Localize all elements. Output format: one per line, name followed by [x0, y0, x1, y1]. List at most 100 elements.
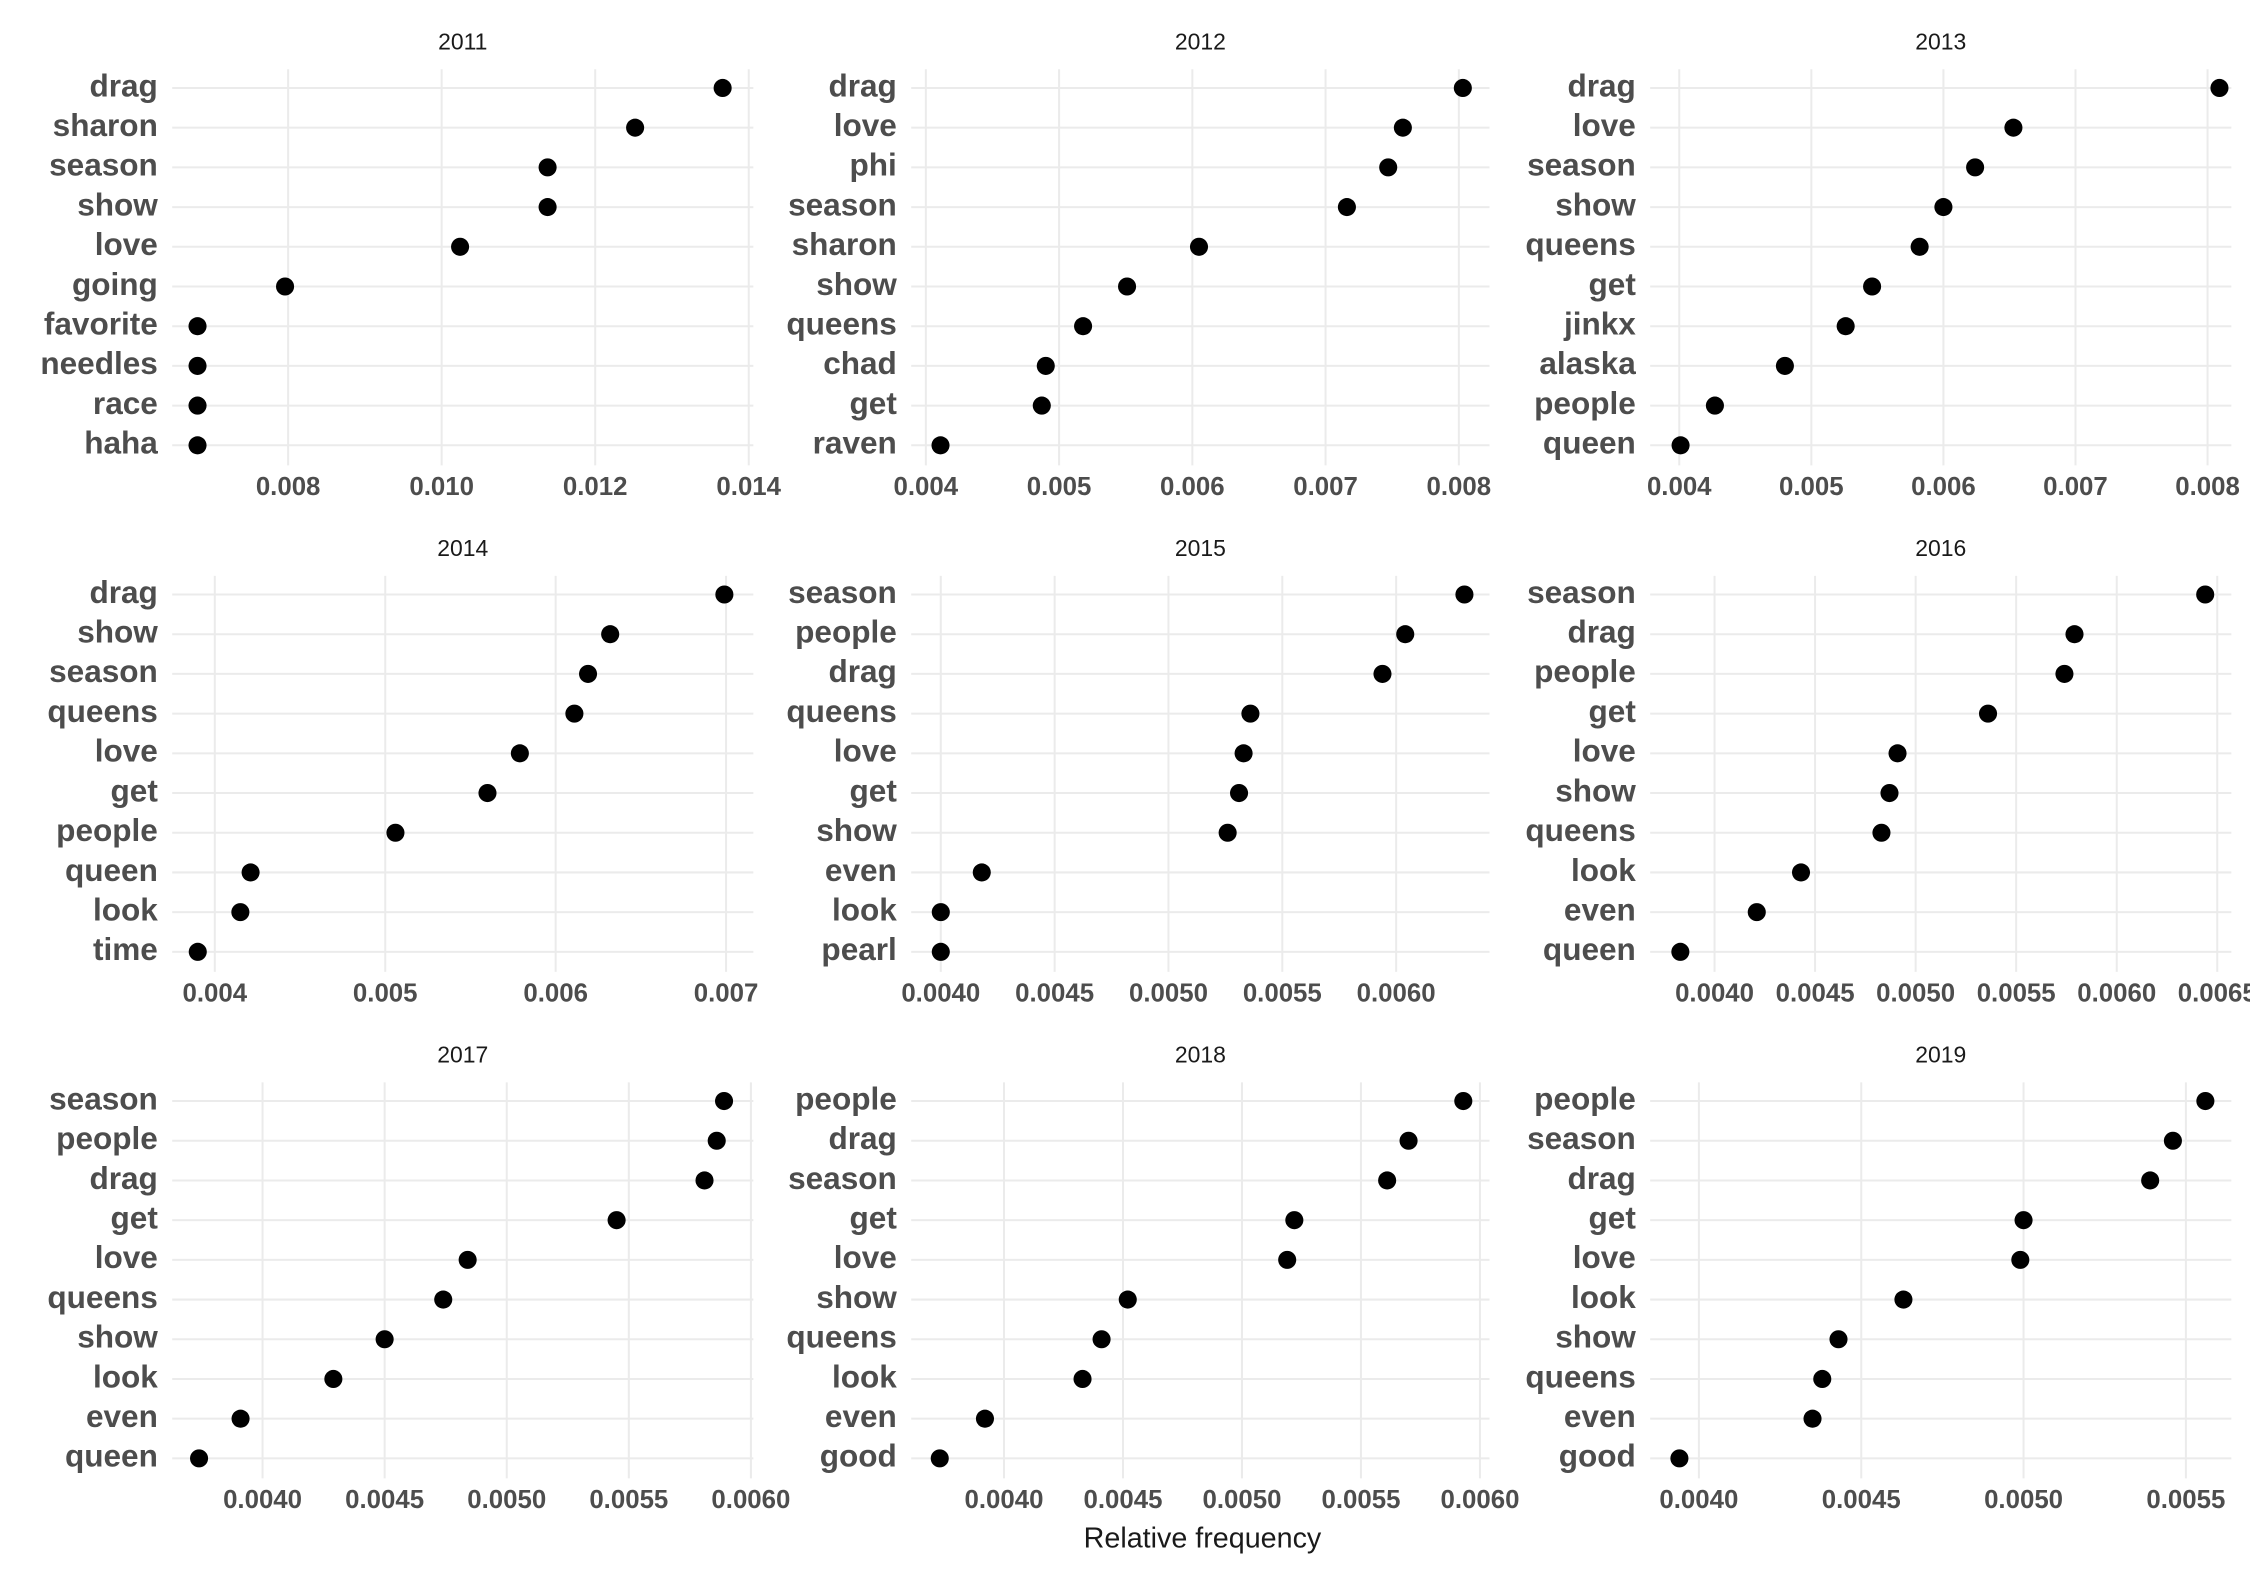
dot	[1791, 863, 1811, 882]
dot	[1836, 317, 1855, 336]
panel-title: 2016	[1915, 535, 1966, 561]
y-tick-label: good	[1559, 1438, 1636, 1474]
dot	[1032, 396, 1051, 415]
dot	[1036, 356, 1055, 375]
x-tick-label: 0.0060	[1357, 980, 1436, 1008]
dot	[1747, 903, 1766, 922]
panel-title: 2013	[1915, 29, 1966, 55]
y-tick-label: love	[95, 226, 158, 262]
dot	[975, 1409, 995, 1428]
dot	[713, 78, 732, 98]
y-tick-label: even	[825, 1398, 897, 1434]
dot	[375, 1330, 394, 1349]
panel-title: 2017	[437, 1042, 488, 1068]
dot	[931, 942, 950, 961]
y-tick-label: queens	[1525, 226, 1635, 262]
y-tick-label: love	[95, 733, 158, 769]
y-tick-label: get	[111, 1199, 159, 1235]
y-tick-label: pearl	[821, 931, 896, 967]
panel-title: 2014	[437, 535, 488, 561]
dot	[1218, 823, 1237, 842]
dot	[1092, 1330, 1111, 1349]
dot	[188, 436, 207, 455]
y-tick-label: show	[1555, 772, 1636, 808]
x-tick-label: 0.005	[1779, 473, 1844, 501]
dot	[1455, 585, 1474, 604]
y-tick-label: look	[1571, 852, 1636, 888]
y-tick-label: queens	[786, 306, 896, 342]
y-tick-label: alaska	[1539, 345, 1636, 381]
dot	[1888, 744, 1907, 763]
y-tick-label: even	[1564, 1398, 1636, 1434]
y-tick-label: even	[825, 852, 897, 888]
y-tick-label: people	[56, 812, 158, 848]
dot	[538, 158, 557, 177]
y-tick-label: jinkx	[1563, 306, 1636, 342]
x-tick-label: 0.0050	[1129, 980, 1208, 1008]
y-tick-label: love	[834, 733, 897, 769]
dot	[931, 903, 950, 922]
dot	[1118, 277, 1137, 296]
y-tick-label: even	[86, 1398, 158, 1434]
dot	[1705, 396, 1724, 415]
dot	[715, 585, 734, 604]
x-tick-label: 0.0050	[1984, 1486, 2063, 1514]
dot	[434, 1290, 453, 1309]
dot	[188, 356, 207, 375]
x-tick-label: 0.0050	[467, 1486, 546, 1514]
y-tick-label: drag	[89, 574, 157, 610]
x-tick-label: 0.0045	[1776, 980, 1855, 1008]
y-tick-label: look	[832, 1358, 897, 1394]
y-tick-label: people	[795, 614, 897, 650]
y-tick-label: show	[1555, 186, 1636, 222]
dot	[2065, 625, 2084, 644]
x-tick-label: 0.0055	[1321, 1486, 1400, 1514]
y-tick-label: queens	[47, 1279, 157, 1315]
dot	[626, 118, 645, 137]
y-tick-label: look	[1571, 1279, 1636, 1315]
y-tick-label: season	[788, 574, 897, 610]
x-tick-label: 0.005	[1027, 473, 1092, 501]
dot	[1894, 1290, 1913, 1309]
y-tick-label: drag	[828, 67, 896, 103]
y-tick-label: look	[93, 891, 158, 927]
dot	[1671, 436, 1690, 455]
x-tick-label: 0.008	[256, 473, 321, 501]
dot	[2004, 118, 2023, 137]
x-tick-label: 0.0050	[1876, 980, 1955, 1008]
x-tick-label: 0.007	[1293, 473, 1358, 501]
x-tick-label: 0.0045	[1015, 980, 1094, 1008]
y-tick-label: going	[72, 266, 158, 302]
dot	[2210, 78, 2229, 98]
y-tick-label: love	[834, 107, 897, 143]
dot	[1278, 1250, 1297, 1269]
dot	[1396, 625, 1415, 644]
x-tick-label: 0.0045	[1822, 1486, 1901, 1514]
dot	[1285, 1211, 1304, 1230]
dot	[478, 783, 497, 803]
x-tick-label: 0.014	[716, 473, 781, 501]
dot	[1378, 1171, 1397, 1190]
dot	[565, 704, 584, 723]
panel-title: 2018	[1175, 1042, 1226, 1068]
x-tick-label: 0.004	[894, 473, 959, 501]
dot	[538, 198, 557, 217]
dot	[707, 1131, 726, 1150]
y-tick-label: drag	[1567, 67, 1635, 103]
dot	[188, 317, 207, 336]
dot	[1670, 1449, 1689, 1468]
y-tick-label: even	[1564, 891, 1636, 927]
dot	[1978, 704, 1998, 723]
y-tick-label: love	[1573, 733, 1636, 769]
dot	[2163, 1131, 2182, 1150]
y-tick-label: get	[850, 385, 898, 421]
dot	[715, 1091, 734, 1111]
x-tick-label: 0.0065	[2178, 980, 2250, 1008]
dot	[1966, 158, 1985, 177]
x-tick-label: 0.006	[523, 980, 588, 1008]
y-tick-label: people	[1534, 1080, 1636, 1116]
y-tick-label: show	[77, 614, 158, 650]
x-tick-label: 0.0055	[1243, 980, 1322, 1008]
y-tick-label: haha	[84, 425, 158, 461]
